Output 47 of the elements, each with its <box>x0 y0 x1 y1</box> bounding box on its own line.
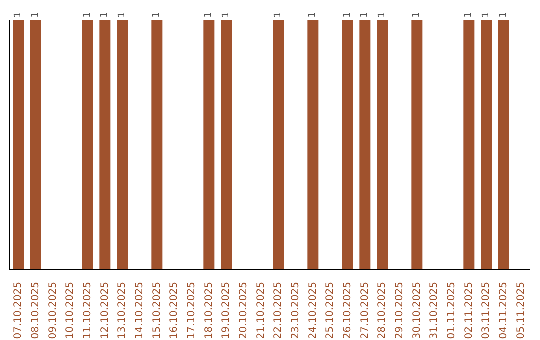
x-tick-label: 02.11.2025 <box>464 282 475 340</box>
x-tick-label: 18.10.2025 <box>204 282 215 340</box>
x-tick-label: 24.10.2025 <box>308 282 319 340</box>
x-tick-label: 10.10.2025 <box>65 282 76 340</box>
data-label: 1 <box>308 12 318 18</box>
data-label: 1 <box>360 12 370 18</box>
data-label: 1 <box>152 12 162 18</box>
data-label: 1 <box>378 12 388 18</box>
data-label: 1 <box>274 12 284 18</box>
x-tick-label: 05.11.2025 <box>516 282 527 340</box>
x-tick-label: 29.10.2025 <box>394 282 406 340</box>
data-label: 1 <box>482 12 492 18</box>
x-tick-label: 15.10.2025 <box>152 282 163 340</box>
data-label: 1 <box>412 12 422 18</box>
x-tick-label: 30.10.2025 <box>412 282 423 340</box>
x-tick-label: 21.10.2025 <box>256 282 267 340</box>
x-tick-label: 09.10.2025 <box>48 282 59 340</box>
x-tick-label: 26.10.2025 <box>342 282 354 340</box>
data-label: 1 <box>498 12 509 18</box>
x-tick-label: 12.10.2025 <box>100 282 111 340</box>
x-tick-label: 04.11.2025 <box>498 282 510 340</box>
data-label: 1 <box>100 12 110 18</box>
x-tick-label: 17.10.2025 <box>186 282 198 340</box>
x-tick-label: 01.11.2025 <box>446 282 458 340</box>
x-tick-label: 23.10.2025 <box>290 282 302 340</box>
x-tick-label: 31.10.2025 <box>429 282 440 340</box>
data-label: 1 <box>14 12 24 18</box>
x-tick-label: 22.10.2025 <box>273 282 284 340</box>
data-label: 1 <box>222 12 232 18</box>
data-label: 1 <box>204 12 214 18</box>
x-tick-label: 19.10.2025 <box>221 282 232 340</box>
x-tick-label: 25.10.2025 <box>325 282 336 340</box>
x-tick-label: 13.10.2025 <box>117 282 128 340</box>
x-tick-label: 03.11.2025 <box>481 282 492 340</box>
x-tick-label: 11.10.2025 <box>82 282 94 340</box>
data-label: 1 <box>464 12 474 18</box>
x-tick-label: 08.10.2025 <box>30 282 42 340</box>
data-label: 1 <box>342 12 353 18</box>
data-label: 1 <box>82 12 93 18</box>
x-tick-label: 14.10.2025 <box>134 282 146 340</box>
x-tick-label: 07.10.2025 <box>13 282 24 340</box>
x-tick-label: 16.10.2025 <box>169 282 180 340</box>
x-tick-label: 28.10.2025 <box>377 282 388 340</box>
x-tick-label: 20.10.2025 <box>238 282 250 340</box>
data-label: 1 <box>30 12 41 18</box>
data-label: 1 <box>118 12 128 18</box>
x-tick-label: 27.10.2025 <box>360 282 371 340</box>
